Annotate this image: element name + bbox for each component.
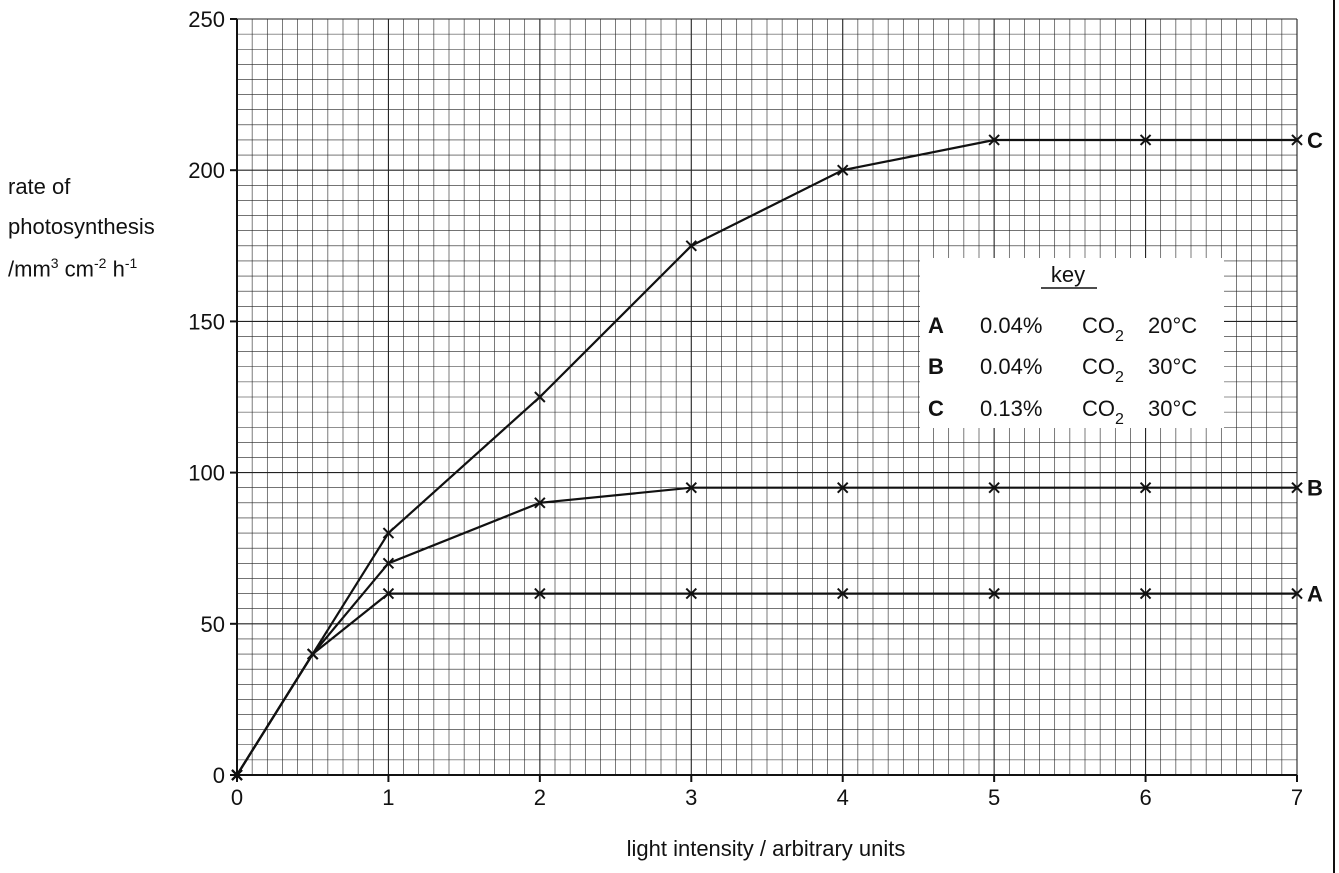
chart-key: key A 0.04% CO2 20°C B 0.04% CO2 30°C C 0.13% CO2 30… bbox=[920, 258, 1224, 428]
x-tick-label: 2 bbox=[534, 785, 546, 810]
x-axis-label: light intensity / arbitrary units bbox=[627, 836, 906, 861]
point-cross-stroke bbox=[837, 587, 849, 600]
point-cross-stroke bbox=[307, 648, 319, 660]
series-c-end-label: C bbox=[1307, 128, 1323, 153]
x-tick-label: 5 bbox=[988, 785, 1000, 810]
key-title-background bbox=[1038, 258, 1100, 288]
series-c-point bbox=[1291, 134, 1303, 146]
key-row-b: B 0.04% CO2 30°C bbox=[928, 354, 1197, 386]
point-cross-stroke bbox=[685, 240, 697, 252]
series-a-point bbox=[837, 587, 849, 600]
series-b-point bbox=[837, 482, 849, 494]
point-cross-stroke bbox=[1291, 587, 1303, 600]
page-edge-line bbox=[1333, 0, 1335, 873]
point-cross-stroke bbox=[1139, 482, 1152, 494]
x-tick-label: 4 bbox=[837, 785, 849, 810]
key-series-name: A bbox=[928, 313, 944, 338]
series-c-point bbox=[1139, 134, 1152, 146]
key-temperature: 20°C bbox=[1148, 313, 1197, 338]
point-cross-stroke bbox=[988, 134, 1000, 146]
series-a-point bbox=[382, 587, 395, 600]
point-cross-stroke bbox=[685, 482, 697, 494]
point-cross-stroke bbox=[1139, 587, 1152, 600]
point-cross-stroke bbox=[988, 482, 1000, 494]
series-c-point bbox=[534, 391, 546, 403]
series-a-end-label: A bbox=[1307, 582, 1323, 607]
series-c-point bbox=[231, 769, 243, 781]
y-tick-label: 150 bbox=[188, 309, 225, 334]
series-b-end-label: B bbox=[1307, 476, 1323, 501]
x-tick-label: 6 bbox=[1139, 785, 1151, 810]
key-series-name: C bbox=[928, 396, 944, 421]
point-cross-stroke bbox=[534, 587, 546, 600]
series-c-point bbox=[382, 527, 395, 539]
series-a-point bbox=[1139, 587, 1152, 600]
point-cross-stroke bbox=[1139, 134, 1152, 146]
key-row-c: C 0.13% CO2 30°C bbox=[928, 396, 1197, 428]
point-cross-stroke bbox=[1291, 134, 1303, 146]
y-tick-label: 0 bbox=[213, 763, 225, 788]
series-c-point bbox=[837, 164, 849, 176]
y-tick-label: 100 bbox=[188, 461, 225, 486]
series-a-point bbox=[1291, 587, 1303, 600]
series-a-point bbox=[534, 587, 546, 600]
x-tick-label: 7 bbox=[1291, 785, 1303, 810]
y-axis-label-line-2: photosynthesis bbox=[8, 214, 155, 239]
y-tick-label: 250 bbox=[188, 7, 225, 32]
point-cross-stroke bbox=[685, 587, 697, 600]
series-b-point bbox=[988, 482, 1000, 494]
series-b-point bbox=[685, 482, 697, 494]
series-b-point bbox=[1139, 482, 1152, 494]
point-cross-stroke bbox=[534, 391, 546, 403]
series-c-point bbox=[685, 240, 697, 252]
point-cross-stroke bbox=[837, 482, 849, 494]
point-cross-stroke bbox=[382, 527, 395, 539]
series-a-point bbox=[685, 587, 697, 600]
key-co2-percent: 0.13% bbox=[980, 396, 1042, 421]
key-series-name: B bbox=[928, 354, 944, 379]
key-gas: CO2 bbox=[1082, 354, 1124, 386]
point-cross-stroke bbox=[382, 587, 395, 600]
key-co2-percent: 0.04% bbox=[980, 313, 1042, 338]
series-c-point bbox=[988, 134, 1000, 146]
y-axis-label-line-1: rate of bbox=[8, 174, 71, 199]
series-b-point bbox=[534, 497, 546, 509]
series-a-point bbox=[988, 587, 1000, 600]
y-tick-label: 50 bbox=[201, 612, 225, 637]
key-gas: CO2 bbox=[1082, 313, 1124, 345]
point-cross-stroke bbox=[382, 557, 395, 570]
key-gas: CO2 bbox=[1082, 396, 1124, 428]
point-cross-stroke bbox=[988, 587, 1000, 600]
point-cross-stroke bbox=[534, 497, 546, 509]
point-cross-stroke bbox=[1291, 482, 1303, 494]
key-title: key bbox=[1051, 262, 1085, 287]
y-tick-label: 200 bbox=[188, 158, 225, 183]
series-c-point bbox=[307, 648, 319, 660]
series-b-point bbox=[382, 557, 395, 570]
y-axis-label-line-3: /mm3 cm-2 h-1 bbox=[8, 255, 138, 282]
key-co2-percent: 0.04% bbox=[980, 354, 1042, 379]
x-tick-label: 0 bbox=[231, 785, 243, 810]
point-cross-stroke bbox=[231, 769, 243, 781]
series-b-point bbox=[1291, 482, 1303, 494]
chart-axes: 0 1 2 3 4 5 6 7 0 50 100 150 200 250 bbox=[188, 7, 1303, 810]
x-tick-label: 1 bbox=[382, 785, 394, 810]
key-temperature: 30°C bbox=[1148, 396, 1197, 421]
key-row-a: A 0.04% CO2 20°C bbox=[928, 313, 1197, 345]
x-tick-label: 3 bbox=[685, 785, 697, 810]
chart-series: ABC bbox=[231, 128, 1323, 781]
point-cross-stroke bbox=[837, 164, 849, 176]
key-temperature: 30°C bbox=[1148, 354, 1197, 379]
